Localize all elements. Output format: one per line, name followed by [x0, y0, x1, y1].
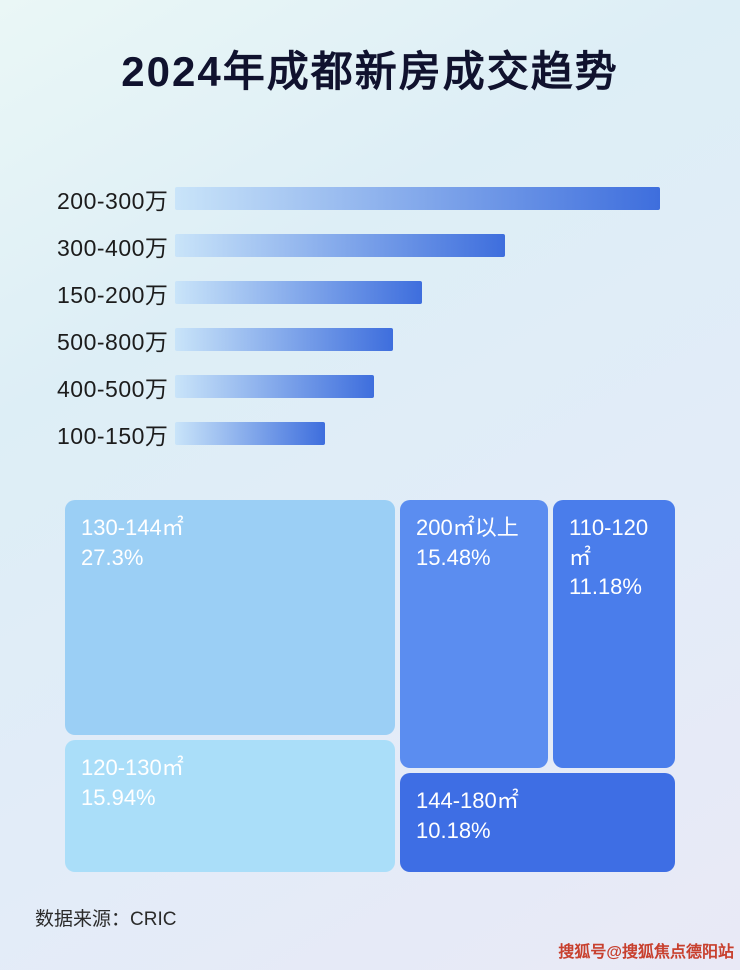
treemap-value: 27.3%	[81, 544, 144, 570]
bar-row: 150-200万	[57, 281, 677, 308]
bar-fill	[175, 375, 374, 398]
bar-label: 400-500万	[57, 375, 169, 402]
bar-fill	[175, 422, 326, 445]
bar-fill	[175, 234, 505, 257]
bar-label: 150-200万	[57, 281, 169, 308]
treemap-label: 120-130㎡	[81, 755, 184, 780]
bar-label: 100-150万	[57, 422, 169, 449]
bar-track	[175, 281, 660, 304]
treemap-label: 110-120㎡	[569, 515, 649, 570]
bar-row: 400-500万	[57, 375, 677, 402]
treemap-label: 130-144㎡	[81, 515, 184, 540]
bar-fill	[175, 187, 660, 210]
bar-label: 500-800万	[57, 328, 169, 355]
bar-label: 300-400万	[57, 234, 169, 261]
treemap-block: 200㎡以上 15.48%	[400, 500, 548, 768]
bar-fill	[175, 281, 423, 304]
treemap-block: 144-180㎡ 10.18%	[400, 773, 675, 872]
treemap-block: 110-120㎡ 11.18%	[553, 500, 675, 768]
bar-track	[175, 187, 660, 210]
bar-row: 300-400万	[57, 234, 677, 261]
treemap-label: 144-180㎡	[416, 788, 519, 813]
page-title: 2024年成都新房成交趋势	[121, 48, 619, 95]
bar-track	[175, 422, 660, 445]
treemap-value: 11.18%	[569, 574, 642, 600]
bar-row: 500-800万	[57, 328, 677, 355]
area-size-treemap: 130-144㎡ 27.3% 200㎡以上 15.48% 110-120㎡ 11…	[65, 500, 675, 872]
bar-label: 200-300万	[57, 187, 169, 214]
bar-row: 200-300万	[57, 187, 677, 214]
data-source-note: 数据来源：CRIC	[35, 909, 177, 930]
bar-row: 100-150万	[57, 422, 677, 449]
bar-track	[175, 234, 660, 257]
treemap-block: 120-130㎡ 15.94%	[65, 740, 395, 872]
price-band-bar-chart: 200-300万 300-400万 150-200万 500-800万 400-…	[57, 187, 677, 449]
watermark: 搜狐号@搜狐焦点德阳站	[558, 944, 734, 961]
treemap-value: 15.48%	[416, 544, 491, 570]
treemap-value: 15.94%	[81, 784, 156, 810]
bar-track	[175, 375, 660, 398]
bar-track	[175, 328, 660, 351]
treemap-block: 130-144㎡ 27.3%	[65, 500, 395, 735]
treemap-label: 200㎡以上	[416, 515, 519, 540]
treemap-value: 10.18%	[416, 817, 491, 843]
bar-fill	[175, 328, 394, 351]
